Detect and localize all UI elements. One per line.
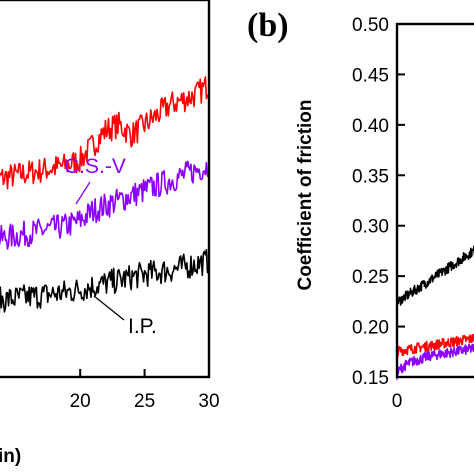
panel-b-y-axis-title: Coefficient of friction [295,99,316,290]
panel-a: 20 25 30 in) C.S.-V I.P. [0,0,220,467]
panel-b-frame [395,22,474,379]
panel-b-y-tick-label: 0.40 [352,116,389,137]
panel-a-series-line-3 [0,248,210,314]
panel-b-label: (b) [247,7,289,44]
panel-a-x-tick-label: 20 [70,391,91,412]
panel-a-series-line-1 [0,76,209,190]
panel-b-y-tick-label: 0.50 [352,15,389,36]
annotation-csv-pointer [75,181,91,205]
panel-b-series-line-3 [396,343,474,380]
panel-b-y-tick-label: 0.20 [352,318,389,339]
panel-b-series-line-1 [396,245,474,312]
panel-b: (b) Coefficient of friction 00.15 0.20 0.2… [247,7,474,412]
panel-a-series [0,76,210,314]
panel-b-y-tick-label: 0.45 [352,65,389,86]
panel-b-y-tick-label: 0.35 [352,166,389,187]
panel-a-series-line-2 [0,160,210,250]
panel-a-x-axis-title: in) [0,446,21,467]
panel-a-frame [0,0,211,379]
panel-b-y-tick-label: 0.30 [352,217,389,238]
panel-a-x-tick-label: 30 [198,391,219,412]
panel-b-series [396,245,474,380]
panel-b-y-tick-label: 0.25 [352,267,389,288]
annotation-csv: C.S.-V [64,155,126,178]
annotation-ip-pointer [93,295,125,321]
panel-b-series-line-2 [396,333,474,358]
panel-b-ticks: 00.15 0.20 0.25 0.30 0.35 0.40 0.45 0.50 [352,15,405,412]
panel-a-x-tick-label: 25 [134,391,155,412]
panel-b-y-tick-label: 0.15 [352,368,389,389]
panel-a-ticks: 20 25 30 [70,369,220,412]
annotation-ip: I.P. [128,315,157,338]
panel-b-x-tick-label: 0 [392,391,403,412]
